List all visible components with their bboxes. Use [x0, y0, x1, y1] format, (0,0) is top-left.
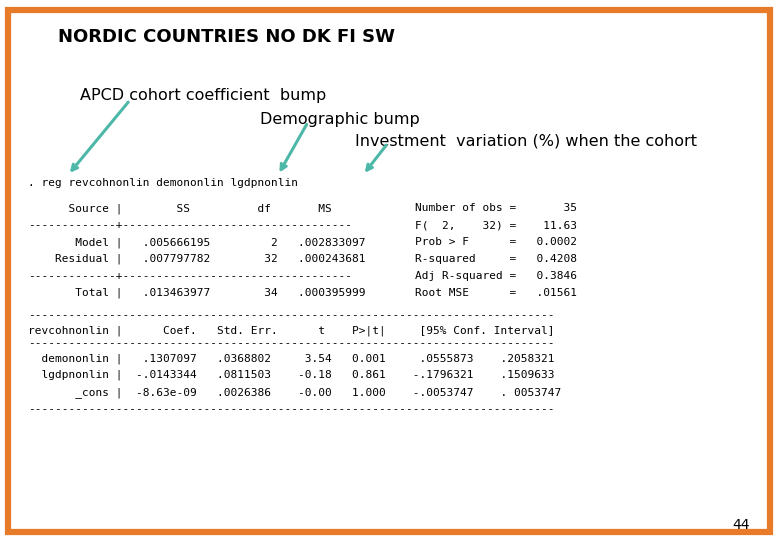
Text: NORDIC COUNTRIES NO DK FI SW: NORDIC COUNTRIES NO DK FI SW: [58, 28, 395, 46]
Text: APCD cohort coefficient  bump: APCD cohort coefficient bump: [80, 88, 326, 103]
Text: Prob > F      =   0.0002: Prob > F = 0.0002: [415, 237, 577, 247]
Text: -------------+----------------------------------: -------------+--------------------------…: [28, 220, 352, 230]
Text: Demographic bump: Demographic bump: [260, 112, 420, 127]
Text: 44: 44: [732, 518, 750, 532]
Text: _cons |  -8.63e-09   .0026386    -0.00   1.000    -.0053747    . 0053747: _cons | -8.63e-09 .0026386 -0.00 1.000 -…: [28, 387, 562, 398]
Text: Source |        SS          df       MS: Source | SS df MS: [28, 203, 332, 213]
Text: revcohnonlin |      Coef.   Std. Err.      t    P>|t|     [95% Conf. Interval]: revcohnonlin | Coef. Std. Err. t P>|t| […: [28, 325, 555, 335]
Text: ------------------------------------------------------------------------------: ----------------------------------------…: [28, 404, 555, 414]
Text: Investment  variation (%) when the cohort: Investment variation (%) when the cohort: [355, 133, 697, 148]
Text: Residual |   .007797782        32   .000243681: Residual | .007797782 32 .000243681: [28, 254, 366, 265]
Text: Root MSE      =   .01561: Root MSE = .01561: [415, 288, 577, 298]
FancyBboxPatch shape: [8, 10, 770, 532]
Text: Total |   .013463977        34   .000395999: Total | .013463977 34 .000395999: [28, 288, 366, 299]
Text: lgdpnonlin |  -.0143344   .0811503    -0.18   0.861    -.1796321    .1509633: lgdpnonlin | -.0143344 .0811503 -0.18 0.…: [28, 370, 555, 381]
Text: Adj R-squared =   0.3846: Adj R-squared = 0.3846: [415, 271, 577, 281]
Text: ------------------------------------------------------------------------------: ----------------------------------------…: [28, 338, 555, 348]
Text: ------------------------------------------------------------------------------: ----------------------------------------…: [28, 310, 555, 320]
Text: . reg revcohnonlin demononlin lgdpnonlin: . reg revcohnonlin demononlin lgdpnonlin: [28, 178, 298, 188]
Text: Number of obs =       35: Number of obs = 35: [415, 203, 577, 213]
Text: F(  2,    32) =    11.63: F( 2, 32) = 11.63: [415, 220, 577, 230]
Text: -------------+----------------------------------: -------------+--------------------------…: [28, 271, 352, 281]
Text: Model |   .005666195         2   .002833097: Model | .005666195 2 .002833097: [28, 237, 366, 247]
Text: R-squared     =   0.4208: R-squared = 0.4208: [415, 254, 577, 264]
Text: demononlin |   .1307097   .0368802     3.54   0.001     .0555873    .2058321: demononlin | .1307097 .0368802 3.54 0.00…: [28, 353, 555, 363]
